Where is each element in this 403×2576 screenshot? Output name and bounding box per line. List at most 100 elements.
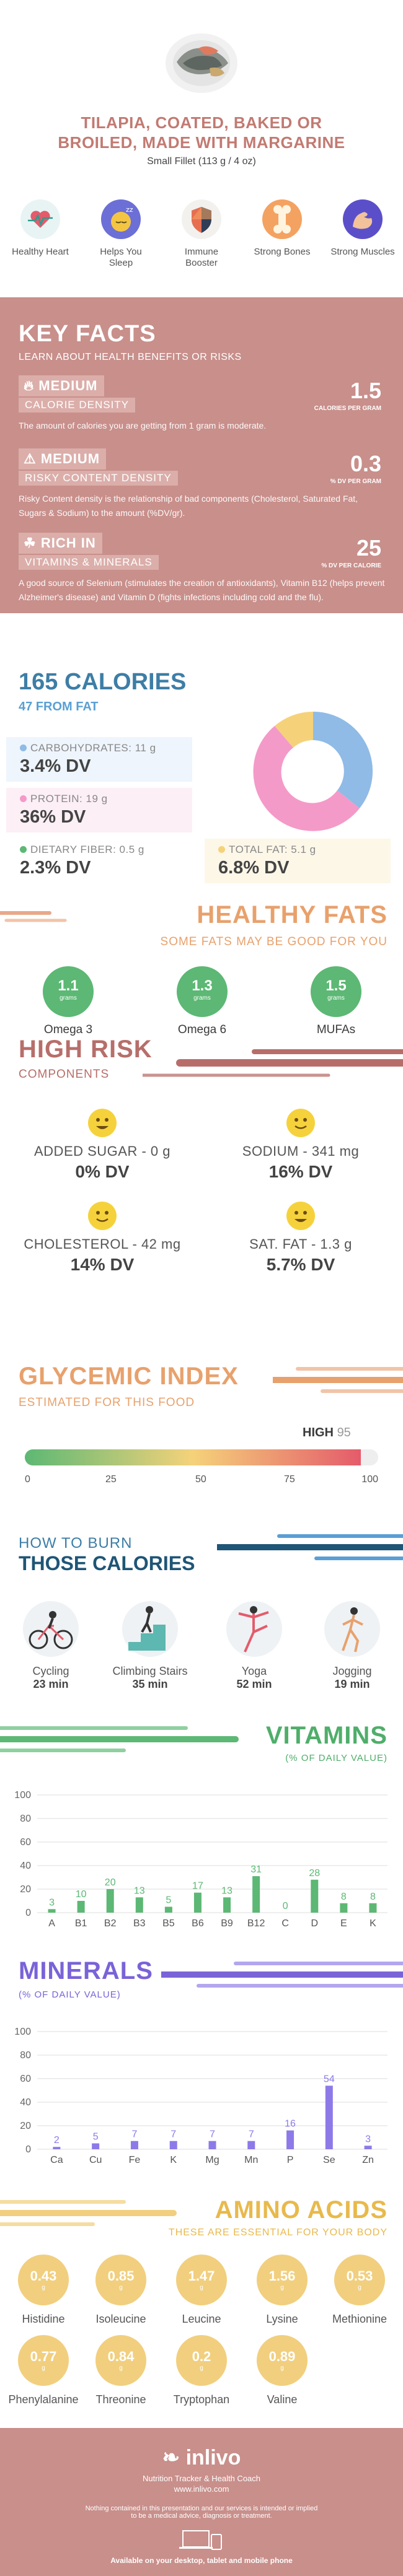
- amino-badge: 0.84 g: [95, 2335, 146, 2386]
- nutrient-label-text: DIETARY FIBER: 0.5 g: [30, 844, 144, 855]
- risk-dv: 5.7% DV: [266, 1255, 335, 1274]
- vitamin-value-label: 13: [134, 1885, 145, 1896]
- fact-vitamins-minerals: ☘︎ RICH IN VITAMINS & MINERALS 25 % DV P…: [19, 533, 388, 605]
- fat-omega-3: 1.1 grams Omega 3: [31, 966, 105, 1037]
- footer-url[interactable]: www.inlivo.com: [174, 2484, 229, 2494]
- nutrient-dv: 36% DV: [20, 807, 86, 827]
- jogging-icon: [309, 1601, 396, 1660]
- fat-label: Omega 6: [177, 1023, 227, 1036]
- nutrient-label: CARBOHYDRATES: 11 g: [20, 742, 179, 754]
- dot-icon: [20, 846, 27, 853]
- sleep-icon: zz: [101, 199, 141, 239]
- vitamin-category-label: K: [370, 1918, 376, 1929]
- amino-badge: 1.47 g: [176, 2255, 227, 2305]
- fat-badge: 1.3 grams: [177, 966, 228, 1017]
- risk-label: SODIUM - 341 mg: [242, 1143, 360, 1159]
- risk-sodium: SODIUM - 341 mg 16% DV: [205, 1109, 397, 1182]
- mineral-ytick: 0: [25, 2144, 31, 2155]
- mineral-category-label: Zn: [362, 2155, 374, 2165]
- vitamin-bar: [164, 1906, 172, 1913]
- vitamin-category-label: E: [340, 1918, 347, 1929]
- fact-unit: CALORIES PER GRAM: [314, 405, 381, 412]
- footer: ❧ inlivo Nutrition Tracker & Health Coac…: [0, 2428, 403, 2576]
- calories-donut-chart: [229, 709, 397, 836]
- stripe-decoration: [158, 1957, 403, 1997]
- calories-title: 165 CALORIES: [19, 669, 187, 695]
- amino-value: 0.89: [268, 2349, 296, 2364]
- nutrient-label: DIETARY FIBER: 0.5 g: [20, 844, 179, 856]
- mineral-bar: [286, 2130, 294, 2149]
- amino-unit: g: [119, 2284, 123, 2291]
- vitamin-value-label: 10: [76, 1889, 87, 1900]
- minerals-title: MINERALS: [19, 1957, 153, 1984]
- vitamins-title: VITAMINS: [265, 1722, 388, 1749]
- fact-category: RISKY CONTENT DENSITY: [19, 471, 178, 486]
- key-facts-subtitle: LEARN ABOUT HEALTH BENEFITS OR RISKS: [19, 352, 242, 362]
- minerals-subtitle: (% OF DAILY VALUE): [19, 1989, 121, 2000]
- dot-icon: [218, 846, 225, 853]
- amino-value: 0.85: [107, 2268, 135, 2284]
- amino-value: 0.77: [30, 2349, 57, 2364]
- amino-unit: g: [358, 2284, 361, 2291]
- glycemic-value: 95: [337, 1426, 351, 1439]
- yoga-icon: [211, 1601, 298, 1660]
- gi-tick: 50: [195, 1474, 206, 1485]
- donut-slice-protein: [253, 726, 360, 831]
- vitamin-value-label: 0: [283, 1901, 288, 1911]
- amino-unit: g: [200, 2365, 203, 2372]
- fact-unit: % DV PER GRAM: [330, 478, 381, 485]
- smile-icon: [286, 1109, 315, 1137]
- amino-label: Valine: [267, 2393, 298, 2406]
- heart-icon: [20, 199, 60, 239]
- mineral-bar: [208, 2141, 216, 2149]
- amino-unit: g: [200, 2284, 203, 2291]
- dot-icon: [20, 744, 27, 751]
- mineral-bar: [169, 2141, 177, 2149]
- vitamin-value-label: 17: [192, 1881, 203, 1892]
- mineral-bar: [53, 2147, 61, 2149]
- dot-icon: [20, 795, 27, 802]
- vitamin-bar: [48, 1909, 56, 1913]
- fat-value: 1.1: [58, 977, 79, 994]
- amino-label: Histidine: [22, 2313, 65, 2325]
- amino-label: Methionine: [332, 2313, 388, 2325]
- mineral-bar: [130, 2141, 138, 2149]
- stripe-decoration: [0, 908, 67, 927]
- leaf-icon: ☘︎: [24, 535, 37, 551]
- vitamin-ytick: 20: [20, 1884, 31, 1895]
- fact-description: Risky Content density is the relationshi…: [19, 494, 358, 518]
- amino-badge: 0.85 g: [95, 2255, 146, 2305]
- mineral-ytick: 100: [14, 2027, 31, 2037]
- mineral-category-label: P: [287, 2155, 294, 2165]
- serving-size: Small Fillet (113 g / 4 oz): [147, 156, 256, 167]
- footer-tagline: Nutrition Tracker & Health Coach: [142, 2474, 261, 2483]
- amino-subtitle: THESE ARE ESSENTIAL FOR YOUR BODY: [168, 2227, 388, 2238]
- vitamin-value-label: 5: [166, 1895, 171, 1906]
- glycemic-bar-fill: [25, 1449, 361, 1465]
- nutrient-label-text: PROTEIN: 19 g: [30, 793, 108, 805]
- vitamin-value-label: 31: [250, 1864, 262, 1875]
- vitamin-value-label: 13: [221, 1885, 232, 1896]
- mineral-ytick: 80: [20, 2050, 31, 2061]
- glycemic-bar-track: [25, 1449, 378, 1465]
- title-line-2: BROILED, MADE WITH MARGARINE: [58, 133, 345, 152]
- vitamin-ytick: 40: [20, 1861, 31, 1871]
- fat-omega-6: 1.3 grams Omega 6: [165, 966, 239, 1037]
- amino-label: Tryptophan: [173, 2393, 230, 2406]
- burn-activity: Climbing Stairs: [112, 1665, 188, 1677]
- nutrient-total-fat: TOTAL FAT: 5.1 g 6.8% DV: [205, 839, 391, 883]
- burn-minutes: 35 min: [132, 1678, 168, 1690]
- amino-acid-leucine: 1.47 g Leucine: [164, 2255, 239, 2326]
- nutrient-protein: PROTEIN: 19 g 36% DV: [6, 788, 192, 832]
- glycemic-level: HIGH: [303, 1426, 334, 1439]
- title-line-1: TILAPIA, COATED, BAKED OR: [81, 113, 322, 132]
- amino-badge: 0.2 g: [176, 2335, 227, 2386]
- mineral-ytick: 20: [20, 2121, 31, 2131]
- vitamin-ytick: 80: [20, 1814, 31, 1824]
- fact-description: The amount of calories you are getting f…: [19, 421, 267, 430]
- amino-unit: g: [280, 2284, 284, 2291]
- mineral-value-label: 7: [131, 2129, 137, 2140]
- vitamin-value-label: 20: [105, 1877, 116, 1888]
- benefit-label: Immune Booster: [184, 247, 219, 268]
- vitamins-subtitle: (% OF DAILY VALUE): [285, 1753, 388, 1763]
